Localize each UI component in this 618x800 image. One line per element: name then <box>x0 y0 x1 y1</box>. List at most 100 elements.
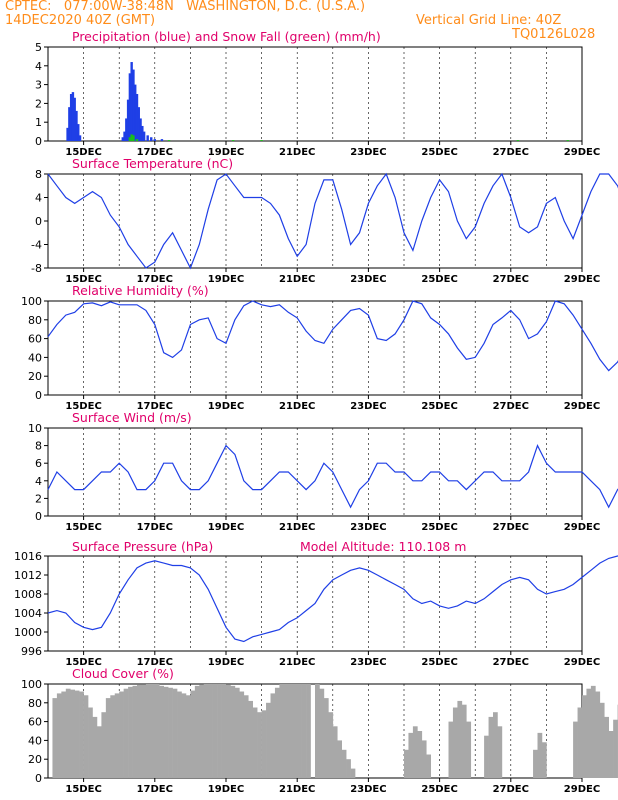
chart-frame-0 <box>47 46 583 142</box>
y-tick-label: 4 <box>35 192 42 205</box>
x-tick-label: 27DEC <box>493 522 529 533</box>
y-tick-label: 60 <box>28 333 42 346</box>
precipitation-bar <box>123 131 126 141</box>
cloud-bar <box>266 702 271 778</box>
x-tick-label: 25DEC <box>421 657 457 668</box>
cloud-bar <box>185 695 191 778</box>
cloud-bar <box>105 698 111 778</box>
cloud-bar <box>177 691 182 778</box>
cloud-bar <box>248 700 253 778</box>
cloud-bar <box>466 721 472 778</box>
cloud-bar <box>61 691 67 778</box>
chart-frame-2 <box>47 300 583 396</box>
y-tick-label: 0 <box>35 510 42 523</box>
series-line <box>47 300 618 372</box>
precipitation-bar <box>126 99 130 141</box>
cloud-bar <box>595 691 601 778</box>
cloud-bar <box>74 690 80 778</box>
y-tick-label: 0 <box>35 135 42 148</box>
cloud-bar <box>243 695 249 778</box>
y-tick-label: 4 <box>35 475 42 488</box>
cloud-bar <box>582 695 587 778</box>
y-tick-label: 1008 <box>14 588 42 601</box>
cloud-bar <box>203 684 209 778</box>
chart-annotation: Model Altitude: 110.108 m <box>300 539 466 554</box>
y-tick-label: 3 <box>35 79 42 92</box>
cloud-bar <box>212 684 218 778</box>
header-location: CPTEC: 077:00W-38:48N WASHINGTON, D.C. (… <box>5 0 366 14</box>
cloud-bar <box>346 759 351 778</box>
x-tick-label: 17DEC <box>137 147 173 158</box>
y-tick-label: 40 <box>28 734 42 747</box>
cloud-bar <box>96 726 102 778</box>
cloud-bar <box>141 684 147 778</box>
x-tick-label: 25DEC <box>421 522 457 533</box>
precipitation-bar <box>121 137 124 141</box>
precipitation-bar <box>75 110 78 141</box>
cloud-bar <box>288 684 294 778</box>
cloud-bar <box>319 688 325 778</box>
x-tick-label: 29DEC <box>564 401 600 412</box>
cloud-bar <box>52 698 58 778</box>
cloud-bar <box>114 693 120 778</box>
x-tick-label: 15DEC <box>65 784 101 795</box>
cloud-bar <box>421 740 427 778</box>
cloud-bar <box>137 684 142 778</box>
precipitation-bar <box>150 137 153 141</box>
precipitation-bar <box>132 69 135 141</box>
cloud-bar <box>297 684 302 778</box>
y-tick-label: 8 <box>35 440 42 453</box>
x-tick-label: 17DEC <box>137 401 173 412</box>
x-tick-label: 21DEC <box>279 522 315 533</box>
precipitation-bar <box>146 135 149 141</box>
cloud-bar <box>239 691 245 778</box>
x-tick-label: 25DEC <box>421 401 457 412</box>
precipitation-bar <box>135 94 139 141</box>
cloud-bar <box>412 726 418 778</box>
y-tick-label: 10 <box>28 422 42 435</box>
cloud-bar <box>208 684 213 778</box>
snowfall-bar <box>167 140 171 141</box>
cloud-bar <box>452 707 458 778</box>
y-tick-label: -4 <box>31 239 42 252</box>
x-tick-label: 23DEC <box>350 274 386 285</box>
header-code: TQ0126L028 <box>512 27 596 42</box>
x-tick-label: 29DEC <box>564 274 600 285</box>
chart-frame-1 <box>47 173 583 269</box>
header-grid-line: Vertical Grid Line: 40Z <box>416 13 562 28</box>
cloud-bar <box>306 684 311 778</box>
x-tick-label: 25DEC <box>421 274 457 285</box>
precipitation-bar <box>68 107 71 141</box>
cloud-bar <box>488 716 494 778</box>
cloud-bar <box>417 731 423 778</box>
precipitation-bar <box>66 127 69 141</box>
x-tick-label: 19DEC <box>208 147 244 158</box>
cloud-bar <box>337 740 342 778</box>
cloud-bar <box>190 690 196 778</box>
series-line <box>47 172 618 270</box>
cloud-bar <box>181 693 187 778</box>
y-tick-label: 80 <box>28 314 42 327</box>
precipitation-bar <box>130 62 133 141</box>
precipitation-bar <box>125 118 128 141</box>
cloud-bar <box>168 687 173 778</box>
x-tick-label: 19DEC <box>208 657 244 668</box>
cloud-bar <box>199 684 205 778</box>
cloud-bar <box>110 695 116 778</box>
x-tick-label: 21DEC <box>279 784 315 795</box>
snowfall-bar <box>231 140 235 141</box>
x-tick-label: 27DEC <box>493 657 529 668</box>
x-tick-label: 17DEC <box>137 522 173 533</box>
cloud-bar <box>65 688 71 778</box>
cloud-bar <box>426 754 431 778</box>
cloud-bar <box>613 719 618 778</box>
y-tick-label: 100 <box>21 295 42 308</box>
cloud-bar <box>194 685 200 778</box>
cloud-bar <box>70 689 75 778</box>
y-tick-label: 100 <box>21 678 42 691</box>
cloud-bar <box>159 685 164 778</box>
precipitation-bar <box>153 139 156 141</box>
cloud-bar <box>404 749 409 778</box>
cloud-bar <box>83 695 89 778</box>
x-tick-label: 21DEC <box>279 147 315 158</box>
